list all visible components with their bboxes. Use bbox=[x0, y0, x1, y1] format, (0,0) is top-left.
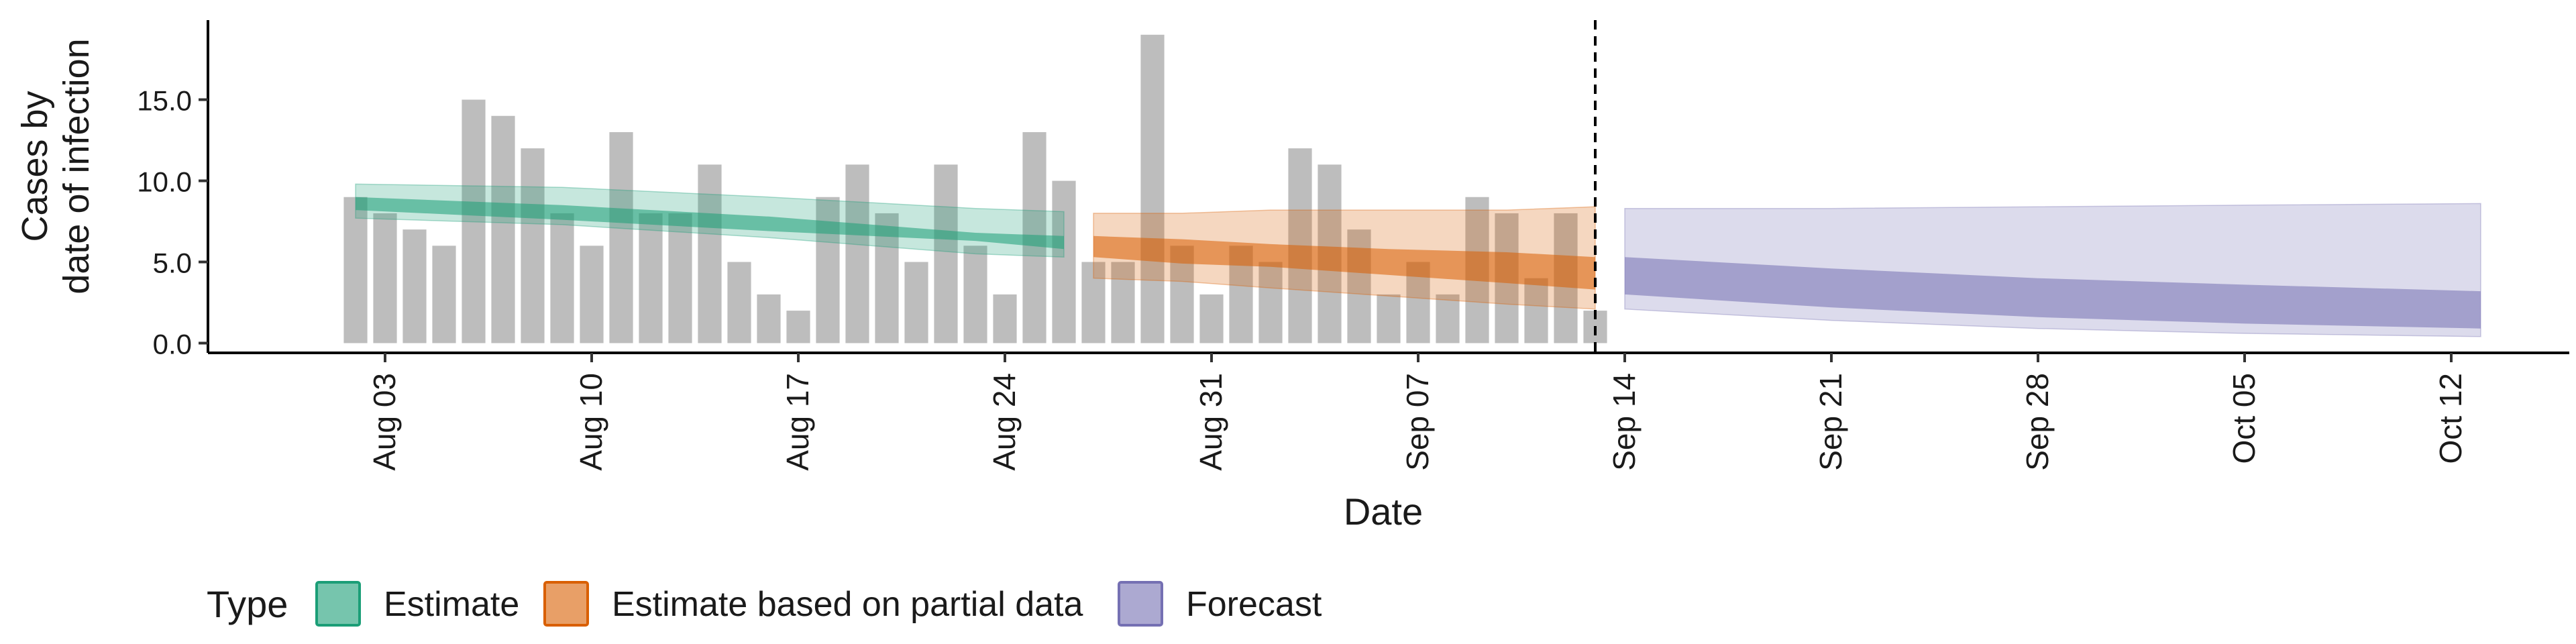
bar-2020-09-06 bbox=[1377, 294, 1401, 343]
bar-2020-08-26 bbox=[1052, 180, 1076, 343]
y-axis-label-line-1: Cases by bbox=[15, 91, 55, 241]
bar-2020-08-22 bbox=[934, 164, 958, 343]
ribbons-layer bbox=[355, 183, 2481, 337]
ribbon-50-forecast bbox=[1625, 257, 2481, 329]
bar-2020-08-31 bbox=[1199, 294, 1224, 343]
bar-2020-08-05 bbox=[432, 246, 456, 343]
bar-2020-08-23 bbox=[963, 246, 987, 343]
bar-2020-08-13 bbox=[668, 213, 692, 343]
y-tick-label-5: 5.0 bbox=[153, 248, 192, 279]
legend-label-estimate-based-on-partial-data: Estimate based on partial data bbox=[612, 585, 1083, 624]
ribbon-50-estimate bbox=[356, 197, 1064, 250]
bar-2020-08-24 bbox=[993, 294, 1017, 343]
ribbon-50-estimate-based-on-partial-data bbox=[1093, 235, 1595, 290]
y-tick-label-15: 15.0 bbox=[137, 85, 192, 117]
x-tick-label-2020-09-21: Sep 21 bbox=[1813, 373, 1848, 471]
bar-2020-08-06 bbox=[462, 99, 486, 343]
bar-2020-08-14 bbox=[698, 164, 722, 343]
axes-layer: 0.0 5.0 10.0 15.0 Aug 03 Aug 10 Aug 17 Aug 24 Au… bbox=[137, 20, 2569, 471]
bar-2020-08-03 bbox=[373, 213, 397, 343]
y-tick-label-0: 0.0 bbox=[153, 328, 192, 360]
x-tick-label-2020-09-28: Sep 28 bbox=[2020, 373, 2055, 471]
bar-2020-08-04 bbox=[402, 229, 427, 343]
legend-key-estimate-based-on-partial-data bbox=[543, 581, 589, 627]
legend-title: Type bbox=[207, 583, 288, 625]
x-tick-label-2020-08-10: Aug 10 bbox=[574, 373, 608, 471]
y-axis-label: Cases by date of infection bbox=[15, 38, 97, 294]
bar-2020-08-02 bbox=[343, 197, 368, 343]
y-axis-label-line-2: date of infection bbox=[56, 38, 97, 294]
x-tick-label-2020-08-17: Aug 17 bbox=[780, 373, 815, 471]
bar-2020-09-02 bbox=[1258, 262, 1283, 343]
bar-2020-08-16 bbox=[757, 294, 781, 343]
x-tick-label-2020-08-31: Aug 31 bbox=[1193, 373, 1228, 471]
legend-key-estimate bbox=[315, 581, 361, 627]
x-tick-label-2020-10-12: Oct 12 bbox=[2433, 373, 2468, 464]
bar-2020-08-10 bbox=[580, 246, 604, 343]
bar-2020-08-12 bbox=[639, 213, 663, 343]
y-tick-label-10: 10.0 bbox=[137, 166, 192, 198]
bar-2020-08-17 bbox=[786, 311, 810, 343]
legend-label-forecast: Forecast bbox=[1186, 585, 1322, 624]
legend: Type Estimate Estimate based on partial d… bbox=[207, 581, 1322, 627]
legend-label-estimate: Estimate bbox=[384, 585, 519, 624]
bar-2020-08-21 bbox=[904, 262, 928, 343]
bar-2020-08-09 bbox=[550, 213, 574, 343]
bar-2020-08-29 bbox=[1140, 34, 1165, 343]
x-tick-label-2020-08-24: Aug 24 bbox=[987, 373, 1022, 471]
bar-2020-08-08 bbox=[521, 148, 545, 343]
bar-2020-09-11 bbox=[1524, 278, 1548, 343]
bar-2020-08-11 bbox=[609, 131, 633, 343]
bar-2020-08-28 bbox=[1111, 262, 1135, 343]
x-tick-label-2020-10-05: Oct 05 bbox=[2226, 373, 2261, 464]
legend-key-forecast bbox=[1118, 581, 1163, 627]
bar-2020-08-07 bbox=[491, 115, 515, 343]
x-tick-label-2020-09-07: Sep 07 bbox=[1400, 373, 1435, 471]
x-axis-label: Date bbox=[1344, 490, 1423, 533]
bar-2020-08-15 bbox=[727, 262, 751, 343]
x-tick-label-2020-09-14: Sep 14 bbox=[1607, 373, 1642, 471]
x-tick-label-2020-08-03: Aug 03 bbox=[367, 373, 402, 471]
bar-2020-08-27 bbox=[1081, 262, 1106, 343]
bar-2020-08-19 bbox=[845, 164, 869, 343]
bar-2020-09-08 bbox=[1436, 294, 1460, 343]
